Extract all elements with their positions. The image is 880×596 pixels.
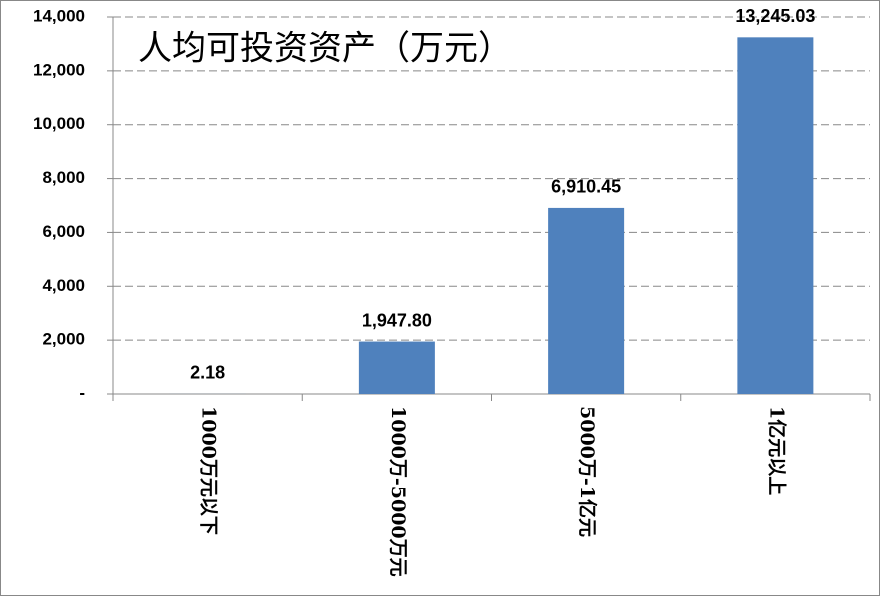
y-tick-label: - (79, 383, 85, 402)
x-tick-label: 1000万元以下 (198, 406, 220, 535)
value-label: 1,947.80 (362, 310, 432, 330)
value-label: 2.18 (190, 363, 225, 383)
x-tick-label: 1亿元以上 (765, 406, 788, 495)
y-tick-label: 12,000 (33, 60, 85, 79)
chart-title: 人均可投资资产（万元） (138, 29, 512, 69)
value-label: 6,910.45 (551, 177, 621, 197)
bar (358, 341, 435, 394)
y-tick-label: 6,000 (42, 222, 85, 241)
x-tick-label: 1000万-5000万元 (387, 406, 409, 577)
y-tick-label: 14,000 (33, 6, 85, 25)
y-tick-label: 10,000 (33, 114, 85, 133)
bar (548, 207, 625, 394)
y-tick-label: 2,000 (42, 330, 85, 349)
bar (737, 37, 814, 395)
value-label: 13,245.03 (735, 6, 815, 26)
y-tick-label: 4,000 (42, 276, 85, 295)
x-tick-label: 5000万-1亿元 (576, 406, 599, 537)
y-tick-label: 8,000 (42, 168, 85, 187)
